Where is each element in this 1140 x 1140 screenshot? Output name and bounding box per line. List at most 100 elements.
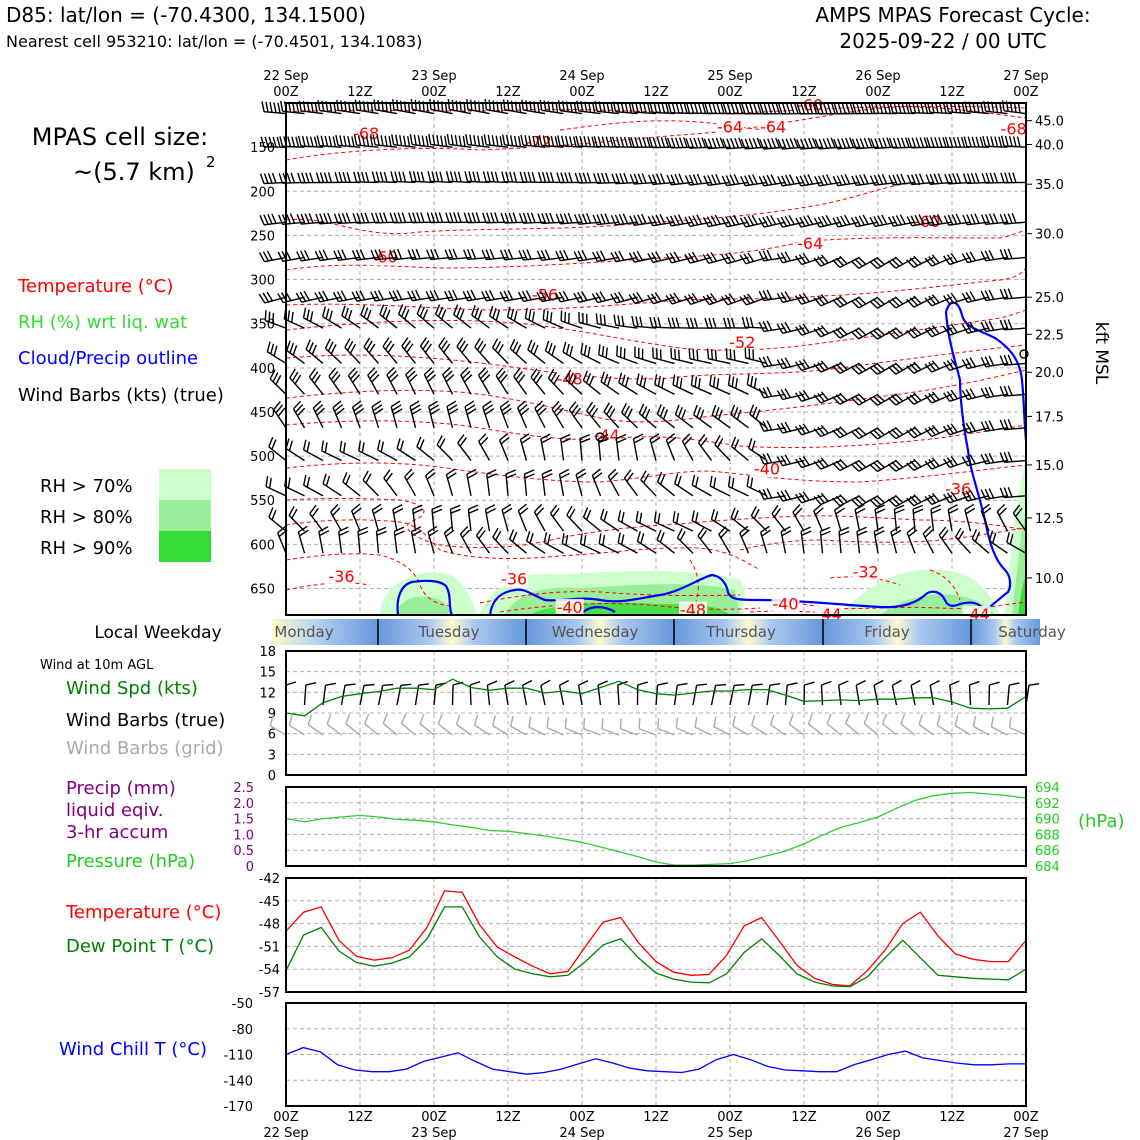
temp-label-bg — [728, 334, 757, 352]
pressure-ytick: 690 — [1035, 813, 1060, 828]
temp-label: -64 — [797, 234, 823, 253]
upper-barb — [814, 174, 842, 187]
grid-barb — [510, 715, 527, 736]
upper-barb — [740, 174, 768, 187]
upper-barb — [322, 473, 342, 497]
upper-barb — [961, 454, 990, 467]
upper-barb — [832, 458, 860, 472]
upper-barb — [600, 508, 620, 532]
upper-barb — [854, 504, 866, 532]
upper-barb — [869, 427, 897, 440]
grid-barb — [675, 717, 694, 736]
upper-wind-barbs — [258, 98, 1027, 554]
grid-barb — [491, 715, 509, 736]
upper-barb — [721, 174, 749, 187]
upper-barb — [739, 252, 768, 265]
upper-barb — [832, 255, 860, 269]
upper-barb — [593, 136, 620, 148]
upper-barb — [462, 289, 490, 302]
grid-barb — [990, 716, 1008, 736]
weekday-thursday: Thursday — [705, 623, 776, 641]
upper-barb — [258, 250, 287, 263]
upper-barb — [961, 251, 990, 264]
upper-barb — [938, 526, 953, 554]
grid-barb — [528, 716, 546, 736]
upper-barb — [869, 393, 897, 406]
upper-barb — [676, 528, 694, 554]
upper-barb — [484, 99, 509, 115]
upper-barb — [746, 475, 768, 497]
upper-barb — [436, 435, 454, 462]
temp-ytick: -48 — [259, 918, 280, 933]
upper-barb — [484, 504, 496, 532]
upper-barb — [887, 494, 916, 508]
top-tick-hour: 12Z — [347, 85, 373, 100]
upper-barb — [722, 317, 749, 329]
upper-barb — [693, 404, 712, 429]
upper-barb — [296, 249, 324, 262]
upper-barb — [332, 290, 361, 303]
top-tick-date: 23 Sep — [411, 69, 456, 84]
upper-barb — [674, 404, 694, 429]
upper-barb — [688, 348, 712, 365]
upper-barb — [702, 252, 731, 265]
upper-barb — [832, 361, 860, 374]
upper-barb — [832, 295, 860, 308]
upper-barb — [565, 369, 583, 395]
upper-barb — [362, 470, 380, 497]
upper-barb — [261, 101, 287, 115]
rh80-label: RH > 80% — [40, 507, 133, 528]
upper-barb — [404, 468, 417, 497]
upper-barb — [547, 368, 565, 395]
upper-barb — [498, 433, 510, 461]
pressure-tick: 350 — [250, 318, 275, 333]
upper-barb — [656, 529, 675, 554]
upper-barb — [449, 504, 461, 532]
grid-barb — [546, 717, 564, 736]
upper-barb — [628, 291, 657, 304]
temp-label: -36 — [945, 480, 971, 499]
top-tick-hour: 00Z — [1013, 85, 1039, 100]
grid-barb — [657, 717, 675, 736]
surface-barb — [729, 683, 745, 706]
upper-barb — [665, 251, 694, 264]
grid-barb — [583, 718, 601, 736]
legend-barbs-grid: Wind Barbs (grid) — [66, 738, 224, 759]
grid-barb — [455, 714, 472, 736]
upper-barb — [908, 102, 934, 115]
upper-barb — [759, 137, 786, 150]
upper-air-panel: -68 -68-60-64 -64-72-60-60-64-56-52-48-44-… — [250, 96, 1111, 624]
height-tick: 10.0 — [1035, 572, 1064, 587]
upper-barb — [971, 529, 990, 554]
rh70-label: RH > 70% — [40, 476, 133, 497]
upper-barb — [703, 173, 731, 187]
legend-windchill: Wind Chill T (°C) — [59, 1039, 207, 1060]
upper-barb — [656, 404, 675, 429]
upper-barb — [776, 388, 805, 401]
upper-barb — [739, 525, 750, 554]
surface-barb — [577, 680, 589, 706]
upper-barb — [730, 436, 749, 462]
weekday-friday: Friday — [864, 623, 910, 641]
upper-barb — [617, 510, 638, 532]
grid-barb — [363, 713, 379, 736]
bottom-tick-hour: 00Z — [569, 1110, 595, 1125]
upper-barb — [367, 367, 380, 395]
upper-barb — [924, 492, 953, 506]
chill-ytick: -50 — [232, 997, 253, 1012]
upper-barb — [477, 367, 491, 395]
grid-barb — [769, 714, 786, 736]
upper-barb — [727, 476, 749, 497]
location-line: D85: lat/lon = (-70.4300, 134.1500) — [6, 3, 366, 27]
upper-barb — [341, 305, 361, 329]
upper-barb — [776, 357, 805, 370]
upper-barb — [471, 305, 490, 329]
upper-barb — [445, 212, 472, 224]
height-tick: 12.5 — [1035, 512, 1064, 527]
height-axis-label: kft MSL — [1091, 322, 1111, 385]
upper-barb — [702, 293, 731, 306]
height-tick: 40.0 — [1035, 138, 1064, 153]
upper-barb — [371, 400, 384, 429]
pressure-unit-label: (hPa) — [1078, 811, 1125, 832]
upper-barb — [296, 213, 324, 225]
